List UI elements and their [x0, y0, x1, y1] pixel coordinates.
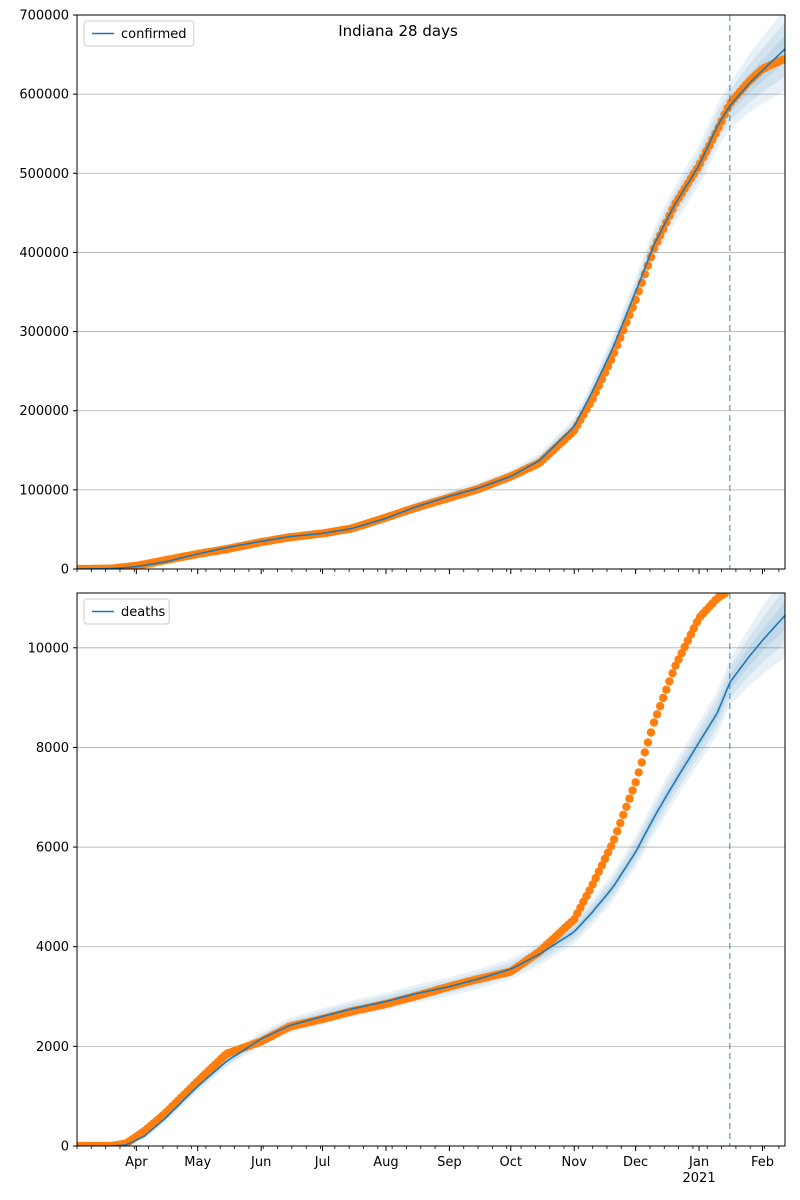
legend-box [83, 598, 170, 625]
y-tick-label: 300000 [19, 325, 69, 340]
legend-box [83, 20, 195, 47]
observed-point [674, 655, 683, 664]
y-tick-label: 0 [61, 563, 69, 578]
observed-point [640, 748, 649, 757]
legend-label: confirmed [121, 27, 187, 42]
observed-point [588, 394, 597, 403]
observed-point [603, 848, 613, 857]
observed-point [594, 867, 603, 876]
observed-point [689, 624, 699, 633]
observed-point [600, 854, 610, 864]
legend-label: deaths [121, 605, 166, 620]
y-tick-label: 10000 [28, 641, 69, 656]
observed-point [662, 685, 671, 694]
observed-point [634, 768, 643, 777]
observed-point [613, 827, 622, 836]
y-tick-label: 0 [61, 1140, 69, 1155]
x-tick-label: Dec [623, 1155, 648, 1170]
observed-point [637, 758, 646, 767]
y-tick-label: 6000 [36, 841, 69, 856]
x-tick-label: 2021 [683, 1171, 716, 1186]
observed-point [616, 818, 625, 828]
x-tick-label: Sep [437, 1155, 462, 1170]
legend: deaths [83, 598, 170, 625]
y-tick-label: 500000 [19, 167, 69, 182]
observed-point [646, 728, 656, 737]
y-tick-label: 700000 [19, 9, 69, 24]
x-tick-label: Jul [314, 1155, 331, 1170]
observed-point [631, 778, 640, 787]
observed-point [643, 738, 653, 747]
observed-point [671, 661, 680, 670]
observed-point [668, 669, 677, 678]
model-line [77, 614, 785, 1146]
model-line [77, 48, 785, 569]
x-tick-label: Feb [751, 1155, 774, 1170]
observed-point [649, 718, 659, 727]
observed-point [659, 693, 668, 703]
y-tick-label: 100000 [19, 483, 69, 498]
y-tick-label: 600000 [19, 88, 69, 103]
x-tick-label: Jan [688, 1155, 709, 1170]
observed-point [606, 842, 616, 851]
axes-frame [76, 14, 786, 570]
confirmed-panel: 0 100000 200000 300000 400000 500000 600000 700… [19, 9, 786, 578]
observed-point [652, 710, 662, 719]
y-tick-label: 400000 [19, 246, 69, 261]
figure-title: Indiana 28 days [338, 22, 458, 40]
observed-point [683, 636, 692, 645]
observed-point [720, 593, 729, 598]
observed-point [588, 880, 597, 889]
x-tick-label: Oct [500, 1155, 522, 1170]
observed-point [628, 786, 637, 795]
y-tick-label: 200000 [19, 404, 69, 419]
legend: confirmed [83, 20, 195, 47]
y-tick-label: 2000 [36, 1040, 69, 1055]
observed-point [680, 642, 689, 652]
observed-point [609, 835, 619, 844]
y-tick-label: 4000 [36, 940, 69, 955]
axes-frame [76, 592, 786, 1147]
x-tick-label: Aug [373, 1155, 398, 1170]
x-tick-label: Jun [250, 1155, 271, 1170]
plot-content [77, 593, 785, 1146]
observed-point [778, 55, 785, 64]
x-tick-label: May [184, 1155, 211, 1170]
observed-point [591, 873, 600, 883]
x-tick-label: Nov [562, 1155, 588, 1170]
observed-point [622, 802, 631, 811]
observed-point [656, 701, 665, 711]
observed-point [625, 794, 634, 803]
plot-content [77, 15, 785, 569]
observed-point [619, 810, 628, 820]
y-tick-label: 8000 [36, 741, 69, 756]
observed-point [665, 677, 674, 686]
x-tick-label: Apr [125, 1155, 148, 1170]
observed-point [597, 861, 607, 870]
deaths-panel: 0 2000 4000 6000 8000 10000 Apr May Jun Jul Aug Sep… [28, 592, 786, 1186]
